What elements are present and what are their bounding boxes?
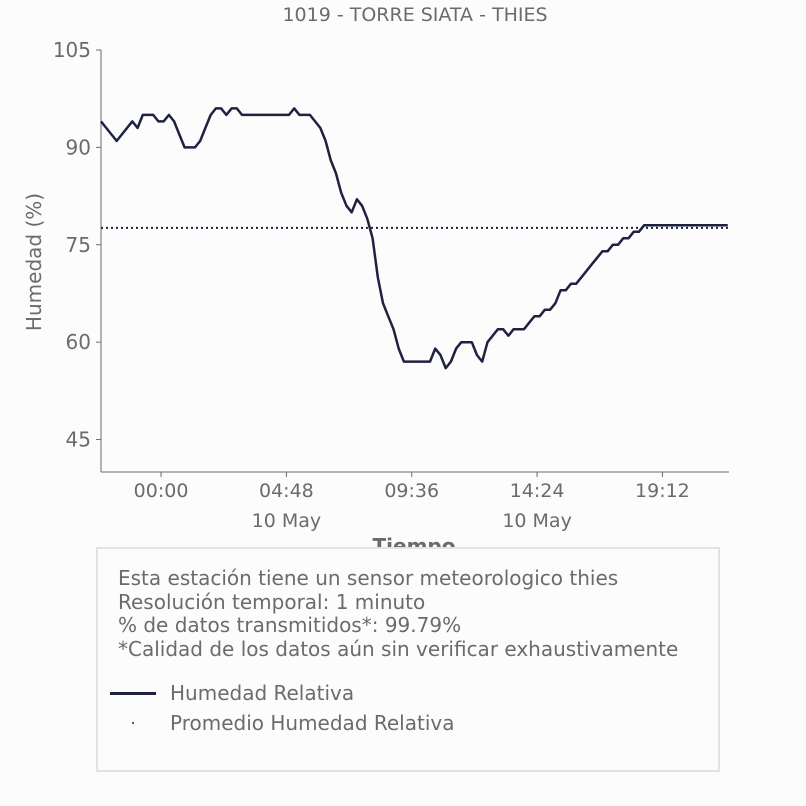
- legend-item-average: Promedio Humedad Relativa: [110, 711, 454, 735]
- y-tick-label: 90: [66, 135, 91, 159]
- info-line-quality: *Calidad de los datos aún sin verificar …: [118, 636, 679, 661]
- y-tick-label: 105: [53, 38, 91, 62]
- humidity-series-line: [100, 107, 728, 370]
- x-tick-label: 14:24: [510, 480, 565, 502]
- chart-title: 1019 - TORRE SIATA - THIES: [282, 4, 547, 26]
- x-tick-sublabel: 10 May: [252, 510, 322, 532]
- legend-label-average: Promedio Humedad Relativa: [170, 711, 455, 735]
- plot-area: [100, 107, 729, 370]
- legend-box: Esta estación tiene un sensor meteorolog…: [96, 547, 720, 772]
- legend-item-humidity: Humedad Relativa: [110, 681, 354, 705]
- legend-label-humidity: Humedad Relativa: [170, 681, 355, 705]
- legend-dot-swatch: [110, 711, 156, 735]
- y-tick-label: 45: [66, 428, 91, 452]
- x-tick-label: 04:48: [259, 480, 314, 502]
- axes: 45 60 75 90 105 00:00 04:48 10 May 09:36 14:24 10 …: [53, 38, 729, 532]
- y-tick-label: 60: [66, 330, 91, 354]
- info-line-resolution: Resolución temporal: 1 minuto: [118, 589, 426, 614]
- x-tick-sublabel: 10 May: [502, 510, 572, 532]
- legend-line-swatch: [110, 681, 156, 705]
- info-line-sensor: Esta estación tiene un sensor meteorolog…: [118, 566, 619, 590]
- y-axis-label: Humedad (%): [22, 193, 46, 331]
- x-tick-label: 19:12: [635, 480, 690, 502]
- x-tick-label: 09:36: [384, 480, 439, 502]
- x-tick-label: 00:00: [134, 480, 189, 502]
- station-info: Esta estación tiene un sensor meteorolog…: [118, 566, 679, 661]
- info-line-transmitted: % de datos transmitidos*: 99.79%: [118, 613, 462, 637]
- y-tick-label: 75: [66, 233, 91, 257]
